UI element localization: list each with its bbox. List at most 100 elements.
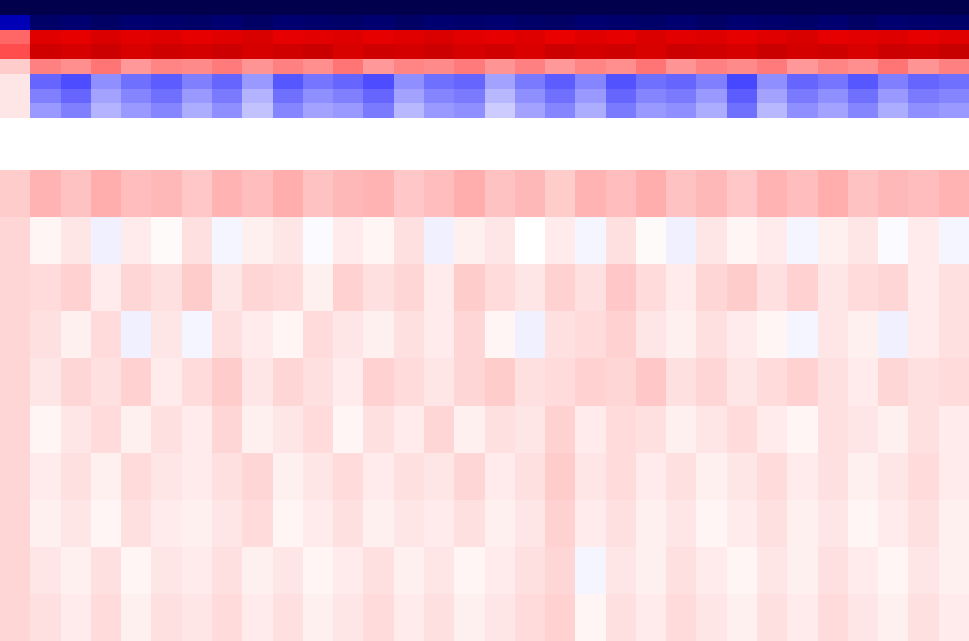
heatmap-cell bbox=[818, 264, 849, 312]
heatmap-cell bbox=[485, 103, 516, 118]
heatmap-cell bbox=[454, 453, 485, 501]
heatmap-cell bbox=[303, 406, 334, 454]
heatmap-cell bbox=[696, 594, 727, 641]
heatmap-cell bbox=[424, 453, 455, 501]
heatmap-cell bbox=[848, 547, 879, 595]
heatmap-cell bbox=[545, 89, 576, 104]
heatmap-cell bbox=[696, 74, 727, 89]
heatmap-cell bbox=[939, 594, 969, 641]
heatmap-cell bbox=[424, 311, 455, 359]
heatmap-cell bbox=[61, 103, 92, 118]
heatmap-cell bbox=[636, 0, 667, 15]
heatmap-cell bbox=[91, 89, 122, 104]
heatmap-cell bbox=[394, 30, 425, 45]
heatmap-cell bbox=[121, 170, 152, 218]
heatmap-cell bbox=[182, 406, 213, 454]
heatmap-cell bbox=[333, 89, 364, 104]
heatmap-cell bbox=[151, 264, 182, 312]
heatmap-cell bbox=[273, 453, 304, 501]
heatmap-cell bbox=[606, 500, 637, 548]
heatmap-cell bbox=[696, 103, 727, 118]
heatmap-cell bbox=[61, 74, 92, 89]
heatmap-cell bbox=[727, 406, 758, 454]
heatmap-cell bbox=[485, 74, 516, 89]
heatmap-cell bbox=[545, 264, 576, 312]
heatmap-cell bbox=[273, 103, 304, 118]
heatmap-cell bbox=[727, 59, 758, 74]
heatmap-cell bbox=[606, 358, 637, 406]
heatmap-cell bbox=[787, 311, 818, 359]
heatmap-cell bbox=[454, 15, 485, 30]
heatmap-cell bbox=[333, 103, 364, 118]
heatmap-cell bbox=[545, 30, 576, 45]
heatmap-cell bbox=[0, 103, 31, 118]
heatmap-cell bbox=[908, 358, 939, 406]
heatmap-cell bbox=[757, 453, 788, 501]
heatmap-cell bbox=[908, 500, 939, 548]
heatmap-cell bbox=[575, 453, 606, 501]
heatmap-cell bbox=[636, 264, 667, 312]
heatmap-cell bbox=[696, 59, 727, 74]
heatmap-cell bbox=[757, 44, 788, 59]
heatmap-cell bbox=[939, 89, 969, 104]
heatmap-cell bbox=[818, 74, 849, 89]
heatmap-cell bbox=[91, 0, 122, 15]
heatmap-cell bbox=[424, 0, 455, 15]
heatmap-cell bbox=[818, 103, 849, 118]
heatmap-cell bbox=[787, 358, 818, 406]
heatmap-cell bbox=[757, 15, 788, 30]
heatmap-cell bbox=[908, 44, 939, 59]
heatmap-cell bbox=[303, 30, 334, 45]
heatmap-cell bbox=[151, 30, 182, 45]
heatmap-cell bbox=[848, 406, 879, 454]
heatmap-cell bbox=[454, 594, 485, 641]
heatmap-cell bbox=[485, 30, 516, 45]
heatmap-cell bbox=[545, 170, 576, 218]
heatmap-cell bbox=[939, 311, 969, 359]
heatmap-cell bbox=[61, 406, 92, 454]
heatmap-cell bbox=[242, 500, 273, 548]
heatmap-cell bbox=[61, 264, 92, 312]
heatmap-cell bbox=[908, 74, 939, 89]
heatmap-cell bbox=[757, 59, 788, 74]
heatmap-cell bbox=[727, 15, 758, 30]
heatmap-cell bbox=[696, 30, 727, 45]
heatmap-cell bbox=[242, 15, 273, 30]
heatmap-cell bbox=[908, 30, 939, 45]
heatmap-cell bbox=[151, 594, 182, 641]
heatmap-cell bbox=[394, 594, 425, 641]
heatmap-cell bbox=[151, 170, 182, 218]
heatmap-cell bbox=[908, 217, 939, 265]
heatmap-cell bbox=[515, 170, 546, 218]
heatmap-cell bbox=[333, 0, 364, 15]
heatmap-cell bbox=[485, 358, 516, 406]
heatmap-cell bbox=[818, 15, 849, 30]
heatmap-cell bbox=[151, 500, 182, 548]
heatmap-cell bbox=[273, 89, 304, 104]
heatmap-cell bbox=[848, 217, 879, 265]
heatmap-cell bbox=[273, 406, 304, 454]
heatmap-cell bbox=[787, 500, 818, 548]
heatmap-cell bbox=[303, 358, 334, 406]
heatmap-cell bbox=[61, 500, 92, 548]
heatmap-cell bbox=[424, 74, 455, 89]
heatmap-cell bbox=[303, 547, 334, 595]
heatmap-cell bbox=[848, 311, 879, 359]
heatmap-cell bbox=[242, 74, 273, 89]
heatmap-cell bbox=[787, 264, 818, 312]
heatmap-cell bbox=[787, 547, 818, 595]
heatmap-cell bbox=[212, 103, 243, 118]
heatmap-cell bbox=[727, 547, 758, 595]
heatmap-cell bbox=[939, 547, 969, 595]
heatmap-cell bbox=[545, 15, 576, 30]
heatmap-cell bbox=[666, 217, 697, 265]
heatmap-cell bbox=[182, 170, 213, 218]
heatmap-cell bbox=[394, 74, 425, 89]
heatmap-cell bbox=[61, 30, 92, 45]
heatmap-cell bbox=[363, 406, 394, 454]
heatmap-cell bbox=[91, 500, 122, 548]
heatmap-cell bbox=[515, 264, 546, 312]
heatmap-cell bbox=[121, 74, 152, 89]
heatmap-cell bbox=[636, 358, 667, 406]
heatmap-cell bbox=[242, 59, 273, 74]
